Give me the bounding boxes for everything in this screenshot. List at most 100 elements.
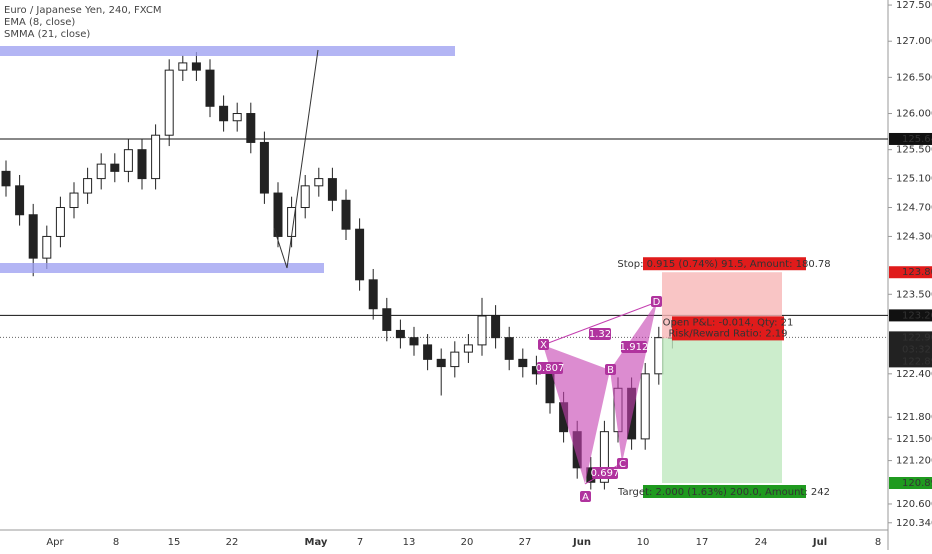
candle-body [491,315,501,339]
candle-body [545,373,555,404]
y-tick-label: 125.500 [896,145,932,156]
candle-body [259,141,269,194]
candle-body [28,214,38,259]
pattern-point: A [582,492,589,503]
candle-body [640,373,650,440]
stop-text: Stop: 0.915 (0.74%) 91.5, Amount: 180.78 [617,259,830,270]
target-label: 120.890 [902,478,932,489]
price-label: 122.904 [902,332,932,343]
pnl-box [672,316,784,341]
position: Stop: 0.915 (0.74%) 91.5, Amount: 180.78… [617,257,831,499]
candle-body [69,192,79,209]
axes: 127.500 127.000 126.500 126.000 125.500 125.1… [46,0,932,548]
candle-body [409,337,419,346]
pattern-point: C [619,459,626,470]
drawn-line [273,227,288,269]
candle-body [654,337,664,375]
target-tag [889,477,932,490]
harmonic-pattern: X A B C D 0.807 1.32 0.697 1.912 [536,296,662,503]
candle-body [219,105,229,122]
candle-body [423,344,433,360]
candle-body [355,228,365,281]
pattern-point: D [653,297,661,308]
candle-body [110,163,120,172]
y-tick-label: 127.500 [896,0,932,11]
bid-label: 122.890 [902,356,932,367]
x-tick-label: Jul [812,537,827,548]
y-tick-label: 120.600 [896,499,932,510]
candle-body [463,344,473,353]
candle-body [205,69,215,107]
y-tick-label: 121.800 [896,412,932,423]
x-tick-label: 15 [168,537,181,548]
pattern-ratio: 1.32 [589,329,611,340]
y-tick-label: 124.300 [896,231,932,242]
stop-box [643,257,806,271]
x-tick-label: 17 [696,537,709,548]
zone [0,46,455,56]
candle-body [164,69,174,136]
candle-body [518,358,528,368]
y-tick-label: 124.700 [896,203,932,214]
stop-label: 123.805 [902,267,932,278]
y-tick-label: 123.500 [896,289,932,300]
pattern-point: B [607,365,614,376]
pattern-line [542,301,658,346]
candle-body [314,178,324,187]
level-tag [889,309,932,322]
indicator-legend: EMA (8, close) [4,17,75,28]
candle-body [96,163,106,180]
x-tick-label: 24 [755,537,768,548]
candle-body [436,358,446,368]
candle-body [83,178,93,194]
candle-body [341,199,351,230]
y-tick-label: 126.000 [896,109,932,120]
pattern-triangle [543,345,610,484]
candle-body [232,113,242,122]
x-tick-label: 10 [637,537,650,548]
indicator-legend: SMMA (21, close) [4,29,90,40]
reward-zone [662,338,782,484]
x-tick-label: 20 [461,537,474,548]
level-label: 123.208 [902,310,932,321]
y-tick-label: 121.500 [896,434,932,445]
target-text: Target: 2.000 (1.63%) 200.0, Amount: 242 [617,487,830,498]
x-tick-label: May [305,537,328,548]
candle-body [368,279,378,310]
candle-body [1,170,11,187]
x-tick-label: 13 [403,537,416,548]
y-tick-label: 120.340 [896,518,932,529]
x-tick-label: Jun [572,537,591,548]
candle-body [137,149,147,180]
zone [0,263,324,273]
candle-body [450,351,460,368]
level-label: 125.648 [902,134,932,145]
candle-body [151,134,161,180]
pattern-ratio: 0.697 [591,468,620,479]
pnl-text: Open P&L: -0.014, Qty: 21 [663,317,794,328]
candle-body [477,315,487,346]
candle-body [246,113,256,143]
symbol-title: Euro / Japanese Yen, 240, FXCM [4,5,162,16]
y-tick-label: 127.000 [896,36,932,47]
candle-body [123,149,133,172]
candle-body [191,62,201,71]
countdown: 03:32:40 [902,344,932,355]
pattern-ratio: 1.912 [620,342,649,353]
price-tag [889,331,932,368]
x-tick-label: 7 [357,537,363,548]
candle-body [273,192,283,237]
candle-body [300,185,310,209]
y-tick-label: 126.500 [896,72,932,83]
x-tick-label: 22 [226,537,239,548]
pattern-ratio: 0.807 [536,363,565,374]
candle-body [599,431,609,483]
x-tick-label: 27 [519,537,532,548]
y-tick-label: 125.100 [896,174,932,185]
y-tick-label: 121.200 [896,456,932,467]
x-tick-label: 8 [113,537,119,548]
level-tag [889,132,932,145]
candle-body [55,207,65,237]
